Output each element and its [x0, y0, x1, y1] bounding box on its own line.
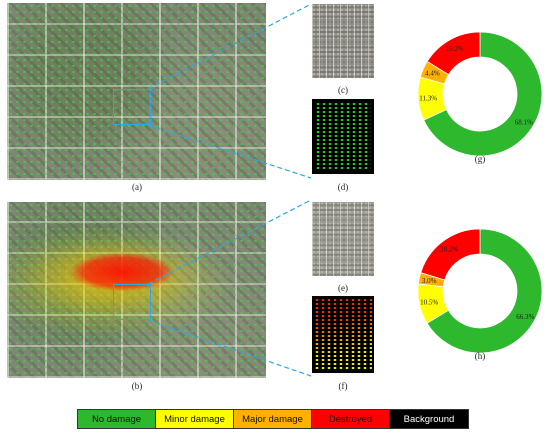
donut-h-label-minor-damage: 10.5%: [420, 299, 438, 307]
legend-item-background: Background: [390, 410, 468, 428]
caption-c: (c): [338, 85, 348, 95]
legend-item-minor-damage: Minor damage: [156, 410, 234, 428]
donut-h-label-major-damage: 3.0%: [422, 277, 437, 285]
donut-h-slice-destroyed: [420, 228, 481, 281]
crop-image-c: [312, 4, 374, 78]
donut-h-label-destroyed: 20.2%: [440, 246, 458, 254]
donut-g-label-minor-damage: 11.3%: [419, 95, 437, 103]
legend-item-destroyed: Destroyed: [312, 410, 390, 428]
building-mask-d: [312, 99, 374, 174]
mask-damage-colors-f: [314, 298, 372, 371]
donut-chart-h: 66.3% 10.5% 3.0% 20.2%: [417, 228, 543, 354]
donut-chart-g: 68.1% 11.3% 4.4% 16.2%: [417, 31, 543, 157]
mask-buildings-d: [315, 102, 371, 171]
donut-g-label-no-damage: 68.1%: [515, 119, 533, 127]
donut-g-slice-no-damage: [423, 31, 543, 157]
donut-g-label-destroyed: 16.2%: [446, 45, 464, 53]
crop-image-e: [312, 202, 374, 276]
caption-f: (f): [338, 381, 348, 391]
caption-h: (h): [474, 351, 486, 361]
donut-h-slice-no-damage: [426, 228, 543, 354]
caption-e: (e): [338, 283, 348, 293]
damage-mask-f: [312, 296, 374, 373]
zoom-box-a: [113, 89, 151, 125]
caption-a: (a): [132, 182, 142, 192]
zoom-box-b: [113, 284, 151, 320]
legend-item-major-damage: Major damage: [234, 410, 312, 428]
donut-g-slice-destroyed: [426, 31, 481, 76]
donut-g-label-major-damage: 4.4%: [425, 70, 440, 78]
damage-legend: No damage Minor damage Major damage Destroy…: [77, 409, 469, 429]
satellite-image-a: [7, 3, 266, 180]
legend-item-no-damage: No damage: [78, 410, 156, 428]
caption-d: (d): [337, 182, 349, 192]
satellite-image-b: [7, 202, 266, 378]
caption-b: (b): [131, 381, 143, 391]
donut-h-label-no-damage: 66.3%: [516, 313, 534, 321]
caption-g: (g): [474, 154, 486, 164]
